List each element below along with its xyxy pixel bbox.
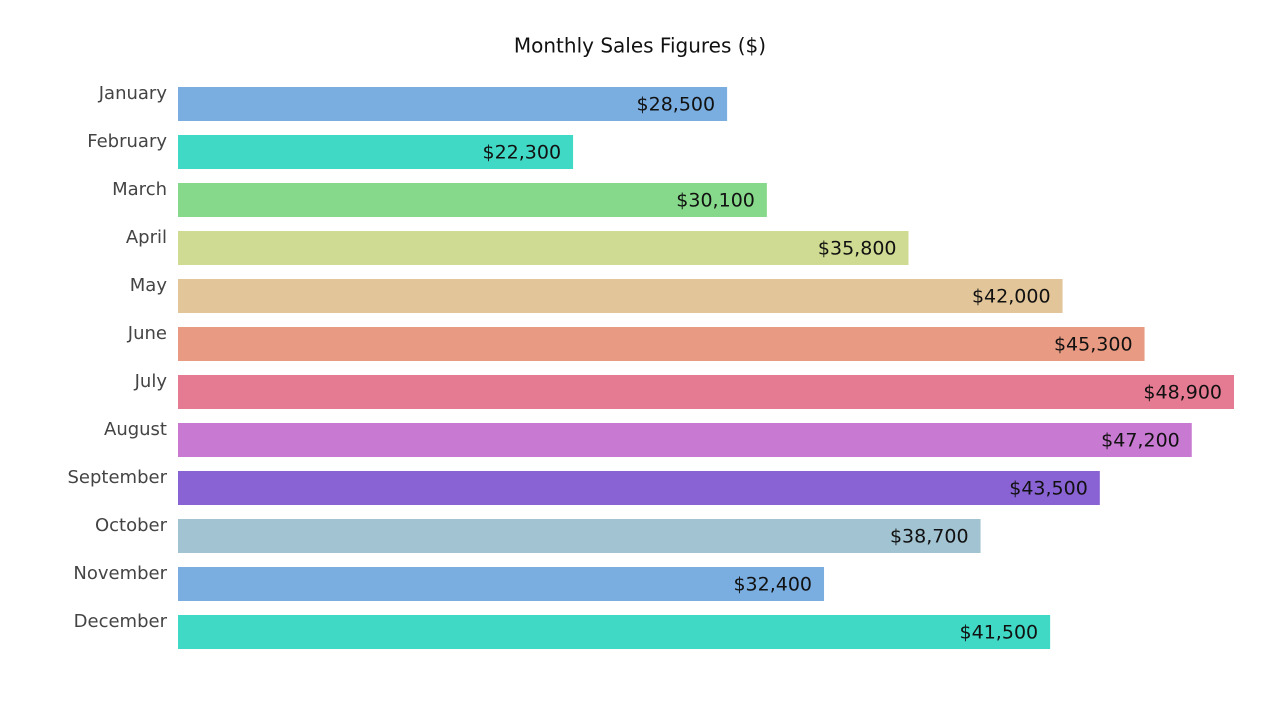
bar: [178, 471, 1100, 505]
y-tick-label: February: [87, 131, 167, 152]
bar: [178, 279, 1063, 313]
value-label: $32,400: [733, 574, 812, 596]
bar: [178, 423, 1192, 457]
value-label: $41,500: [960, 622, 1039, 644]
y-tick-label: August: [104, 419, 167, 440]
y-tick-label: May: [130, 275, 168, 296]
value-label: $45,300: [1054, 334, 1133, 356]
bar: [178, 87, 728, 121]
value-label: $38,700: [890, 526, 969, 548]
bar: [178, 327, 1145, 361]
value-label: $22,300: [482, 142, 561, 164]
y-tick-label: November: [73, 563, 167, 584]
value-label: $42,000: [972, 286, 1051, 308]
bar: [178, 567, 825, 601]
value-label: $47,200: [1101, 430, 1180, 452]
chart-title: Monthly Sales Figures ($): [514, 34, 766, 58]
y-tick-label: June: [127, 323, 167, 344]
y-tick-label: October: [95, 515, 168, 536]
bar: [178, 615, 1051, 649]
y-tick-label: April: [126, 227, 167, 248]
bar: [178, 231, 909, 265]
value-label: $48,900: [1143, 382, 1222, 404]
y-tick-label: December: [74, 611, 168, 632]
y-tick-label: September: [68, 467, 168, 488]
value-label: $35,800: [818, 238, 897, 260]
bar: [178, 519, 981, 553]
bar: [178, 183, 767, 217]
y-tick-label: January: [98, 83, 168, 104]
value-label: $28,500: [637, 94, 716, 116]
bar: [178, 375, 1234, 409]
y-tick-label: March: [112, 179, 167, 200]
value-label: $30,100: [676, 190, 755, 212]
bar: [178, 135, 574, 169]
y-tick-label: July: [134, 371, 168, 392]
value-label: $43,500: [1009, 478, 1088, 500]
